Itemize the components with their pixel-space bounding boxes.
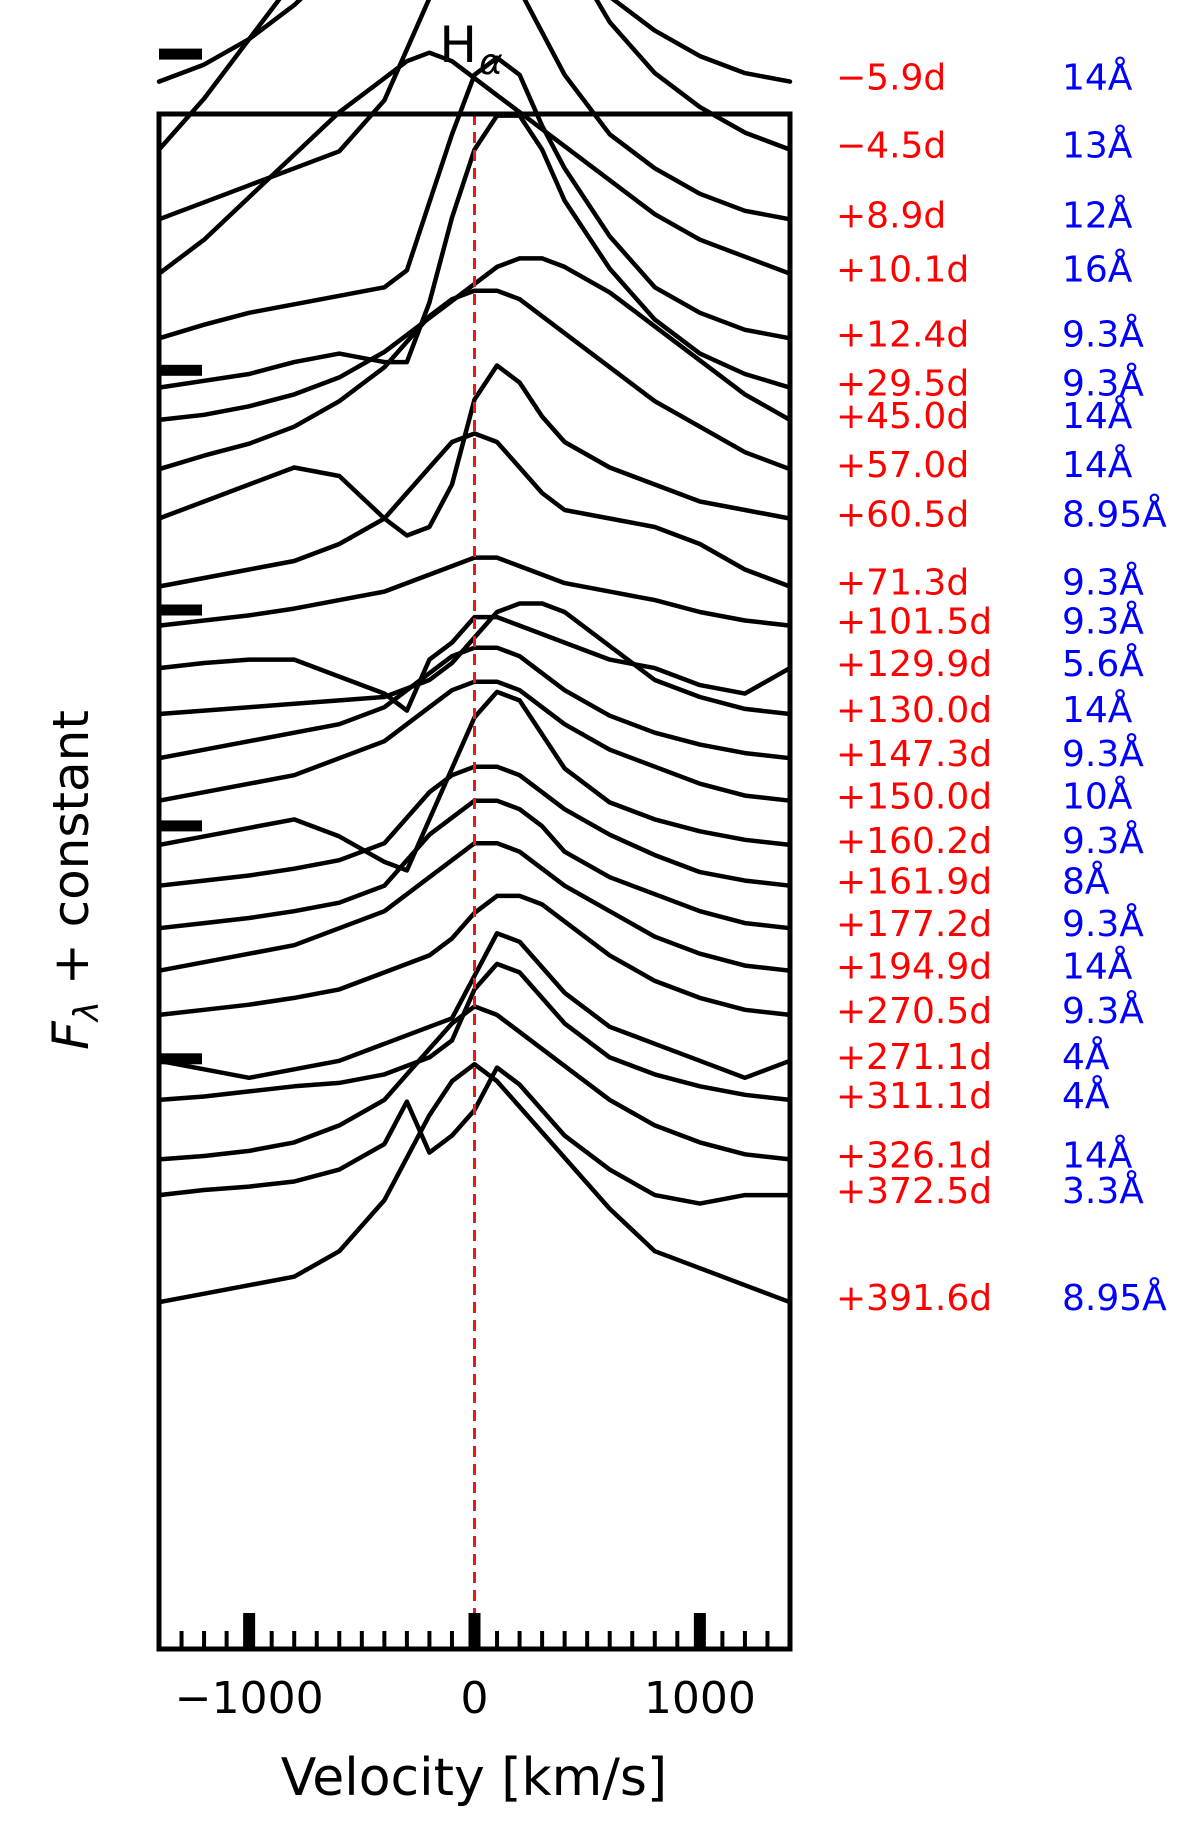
epoch-label: +10.1d bbox=[836, 250, 969, 291]
resolution-label: 14Å bbox=[1062, 56, 1133, 99]
resolution-label: 14Å bbox=[1062, 394, 1133, 437]
spectrum-labels: −5.9d 14Å −4.5d 13Å +8.9d 12Å +10.1d 16Å +12.4d 9… bbox=[836, 56, 1167, 1320]
x-axis-label: Velocity [km/s] bbox=[281, 1748, 667, 1808]
resolution-label: 14Å bbox=[1062, 1133, 1133, 1176]
resolution-label: 16Å bbox=[1062, 248, 1133, 291]
spectrum-line bbox=[156, 0, 793, 222]
epoch-label: +270.5d bbox=[836, 991, 992, 1032]
epoch-label: +194.9d bbox=[836, 947, 992, 988]
spectrum-line bbox=[156, 614, 793, 713]
spectrum-line bbox=[156, 0, 793, 152]
resolution-label: 9.3Å bbox=[1062, 902, 1144, 945]
resolution-label: 12Å bbox=[1062, 193, 1133, 236]
spectrum-line bbox=[156, 0, 793, 84]
epoch-label: −5.9d bbox=[836, 58, 946, 99]
epoch-label: +150.0d bbox=[836, 777, 992, 818]
resolution-label: 9.3Å bbox=[1062, 600, 1144, 643]
resolution-label: 9.3Å bbox=[1062, 362, 1144, 405]
scale-marker bbox=[159, 48, 202, 60]
spectrum-line bbox=[156, 363, 793, 538]
epoch-label: +161.9d bbox=[836, 862, 992, 903]
resolution-label: 13Å bbox=[1062, 124, 1133, 167]
spectrum-line bbox=[156, 55, 793, 341]
y-axis-label: Fλ + constant bbox=[42, 710, 107, 1050]
epoch-label: +45.0d bbox=[836, 396, 969, 437]
epoch-label: −4.5d bbox=[836, 126, 946, 167]
resolution-label: 3.3Å bbox=[1062, 1169, 1144, 1212]
y-axis-label-rest: + constant bbox=[42, 710, 100, 1001]
scale-marker bbox=[159, 364, 202, 376]
resolution-label: 9.3Å bbox=[1062, 561, 1144, 604]
epoch-label: +60.5d bbox=[836, 495, 969, 536]
scale-marker bbox=[159, 820, 202, 832]
resolution-label: 4Å bbox=[1062, 1074, 1110, 1117]
epoch-label: +311.1d bbox=[836, 1076, 992, 1117]
y-axis-label-variable: F bbox=[42, 1020, 100, 1050]
x-tick-label: 1000 bbox=[644, 1673, 756, 1724]
x-tick-label: −1000 bbox=[175, 1673, 324, 1724]
spectrum-line bbox=[156, 645, 793, 761]
resolution-label: 14Å bbox=[1062, 443, 1133, 486]
plot-area bbox=[156, 0, 793, 1649]
resolution-label: 10Å bbox=[1062, 775, 1133, 818]
resolution-label: 5.6Å bbox=[1062, 642, 1144, 685]
epoch-label: +57.0d bbox=[836, 445, 969, 486]
scale-marker bbox=[159, 604, 202, 616]
resolution-label: 9.3Å bbox=[1062, 989, 1144, 1032]
spectrum-line bbox=[156, 555, 793, 628]
resolution-label: 14Å bbox=[1062, 945, 1133, 988]
resolution-label: 8Å bbox=[1062, 860, 1110, 903]
x-tick-label: 0 bbox=[461, 1673, 489, 1724]
epoch-label: +12.4d bbox=[836, 314, 969, 355]
epoch-label: +177.2d bbox=[836, 904, 992, 945]
spectrum-line bbox=[156, 1061, 793, 1305]
resolution-label: 9.3Å bbox=[1062, 732, 1144, 775]
epoch-label: +29.5d bbox=[836, 364, 969, 405]
spectrum-line bbox=[156, 288, 793, 472]
epoch-label: +101.5d bbox=[836, 602, 992, 643]
spectrum-line bbox=[156, 931, 793, 1081]
resolution-label: 9.3Å bbox=[1062, 312, 1144, 355]
epoch-label: +130.0d bbox=[836, 690, 992, 731]
y-axis-label-subscript: λ bbox=[67, 1001, 107, 1023]
scale-marker bbox=[159, 1053, 202, 1065]
epoch-label: +326.1d bbox=[836, 1135, 992, 1176]
epoch-label: +8.9d bbox=[836, 195, 946, 236]
resolution-label: 4Å bbox=[1062, 1035, 1110, 1078]
resolution-label: 9.3Å bbox=[1062, 819, 1144, 862]
resolution-label: 8.95Å bbox=[1062, 1276, 1167, 1319]
epoch-label: +147.3d bbox=[836, 734, 992, 775]
x-axis-ticks bbox=[179, 1613, 770, 1649]
spectrum-line bbox=[156, 431, 793, 589]
spectrum-line bbox=[156, 113, 793, 390]
spectrum-line bbox=[156, 961, 793, 1103]
epoch-label: +271.1d bbox=[836, 1037, 992, 1078]
epoch-label: +372.5d bbox=[836, 1171, 992, 1212]
epoch-label: +160.2d bbox=[836, 821, 992, 862]
epoch-label: +129.9d bbox=[836, 644, 992, 685]
resolution-label: 14Å bbox=[1062, 688, 1133, 731]
x-axis-tick-labels: −1000 0 1000 bbox=[175, 1673, 756, 1724]
epoch-label: +71.3d bbox=[836, 563, 969, 604]
epoch-label: +391.6d bbox=[836, 1278, 992, 1319]
resolution-label: 8.95Å bbox=[1062, 493, 1167, 536]
